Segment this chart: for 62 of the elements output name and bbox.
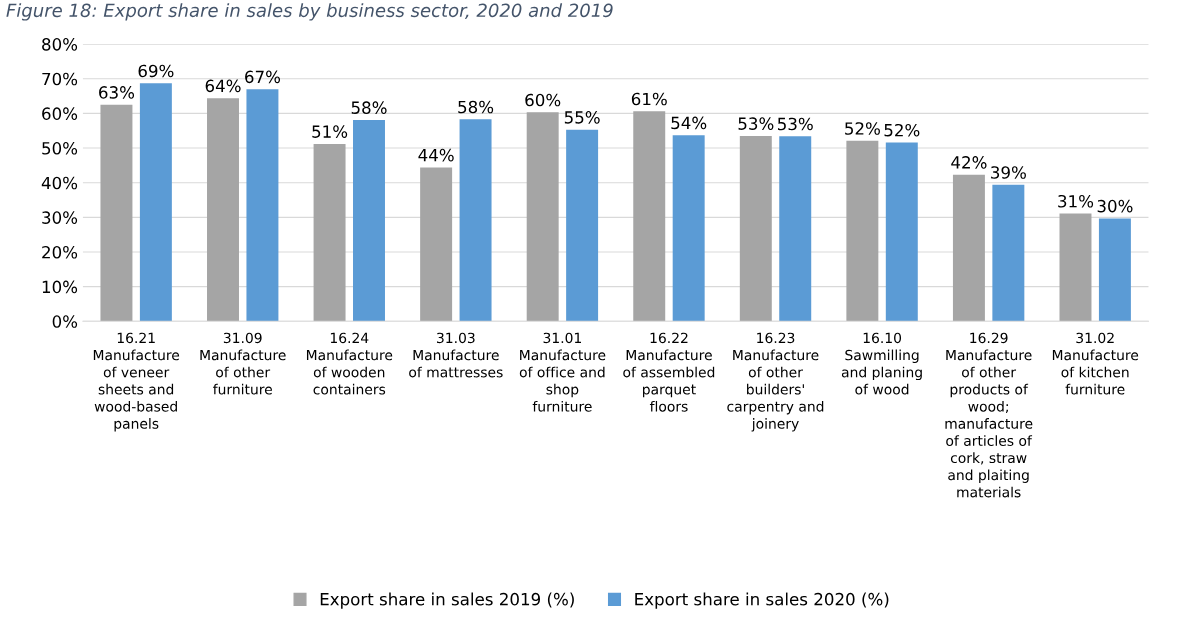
data-label: 58% bbox=[351, 101, 387, 114]
y-tick-label: 50% bbox=[42, 142, 78, 155]
x-tick-label: 16.21 Manufacture of veneer sheets and wood-based panels bbox=[93, 332, 180, 432]
bar bbox=[633, 111, 666, 322]
y-tick-label: 10% bbox=[42, 280, 78, 294]
x-tick-label: 16.22 Manufacture of assembled parquet floors bbox=[623, 332, 715, 412]
x-tick-label: 16.23 Manufacture of other builders' carpentry and joinery bbox=[727, 332, 824, 432]
y-tick-label: 30% bbox=[42, 211, 78, 224]
data-label: 61% bbox=[631, 92, 667, 106]
bar bbox=[672, 135, 705, 322]
y-tick-label: 80% bbox=[42, 38, 78, 51]
data-label: 44% bbox=[418, 148, 454, 162]
data-label: 31% bbox=[1058, 194, 1094, 208]
y-tick-label: 70% bbox=[42, 72, 78, 86]
data-label: 52% bbox=[884, 123, 920, 137]
data-label: 54% bbox=[671, 116, 707, 130]
legend-label: Export share in sales 2019 (%) bbox=[320, 592, 574, 609]
data-label: 42% bbox=[951, 156, 987, 169]
bar bbox=[1059, 213, 1092, 322]
bar bbox=[313, 143, 346, 322]
data-label: 63% bbox=[99, 86, 135, 99]
data-label: 64% bbox=[205, 79, 241, 93]
bar bbox=[885, 142, 918, 322]
bar bbox=[526, 112, 559, 322]
data-label: 39% bbox=[991, 166, 1026, 179]
y-tick-label: 40% bbox=[41, 176, 78, 190]
bar bbox=[139, 83, 172, 322]
bar bbox=[952, 174, 985, 322]
bar bbox=[566, 129, 599, 322]
bar bbox=[100, 104, 133, 322]
x-tick-label: 31.01 Manufacture of office and shop furniture bbox=[519, 332, 606, 412]
bar bbox=[846, 140, 879, 322]
y-tick-label: 20% bbox=[42, 245, 78, 259]
bar bbox=[1098, 218, 1131, 322]
bar bbox=[739, 135, 772, 322]
data-label: 53% bbox=[738, 117, 774, 130]
y-tick-label: 0% bbox=[52, 315, 78, 328]
data-label: 60% bbox=[525, 93, 561, 107]
chart-title: Figure 18: Export share in sales by business sector, 2020 and 2019 bbox=[6, 3, 613, 21]
category-label: 16.29 Manufacture of other products of wood; manufacture of articles of cork, straw and plaiting materials bbox=[945, 332, 1033, 498]
x-tick-label: 31.02 Manufacture of kitchen furniture bbox=[1052, 332, 1139, 395]
bar bbox=[246, 89, 279, 322]
data-label: 52% bbox=[845, 122, 880, 135]
bar bbox=[420, 167, 453, 322]
data-label: 55% bbox=[564, 111, 600, 124]
bar bbox=[779, 136, 812, 322]
data-label: 69% bbox=[138, 64, 174, 78]
data-label: 30% bbox=[1097, 199, 1133, 213]
x-tick-label: 31.03 Manufacture of mattresses bbox=[409, 332, 503, 378]
data-label: 67% bbox=[245, 70, 281, 84]
legend-label: Export share in sales 2020 (%) bbox=[635, 592, 889, 609]
bar bbox=[992, 184, 1025, 322]
x-tick-label: 16.24 Manufacture of wooden containers bbox=[306, 332, 393, 395]
data-label: 58% bbox=[458, 100, 494, 114]
x-tick-label: 31.09 Manufacture of other furniture bbox=[200, 332, 286, 395]
data-label: 51% bbox=[312, 125, 348, 138]
y-tick-label: 60% bbox=[42, 107, 78, 120]
bar bbox=[459, 119, 492, 322]
bar bbox=[353, 119, 385, 322]
bar bbox=[207, 98, 239, 322]
data-label: 53% bbox=[778, 117, 813, 131]
x-tick-label: 16.10 Sawmilling and planing of wood bbox=[841, 332, 922, 395]
